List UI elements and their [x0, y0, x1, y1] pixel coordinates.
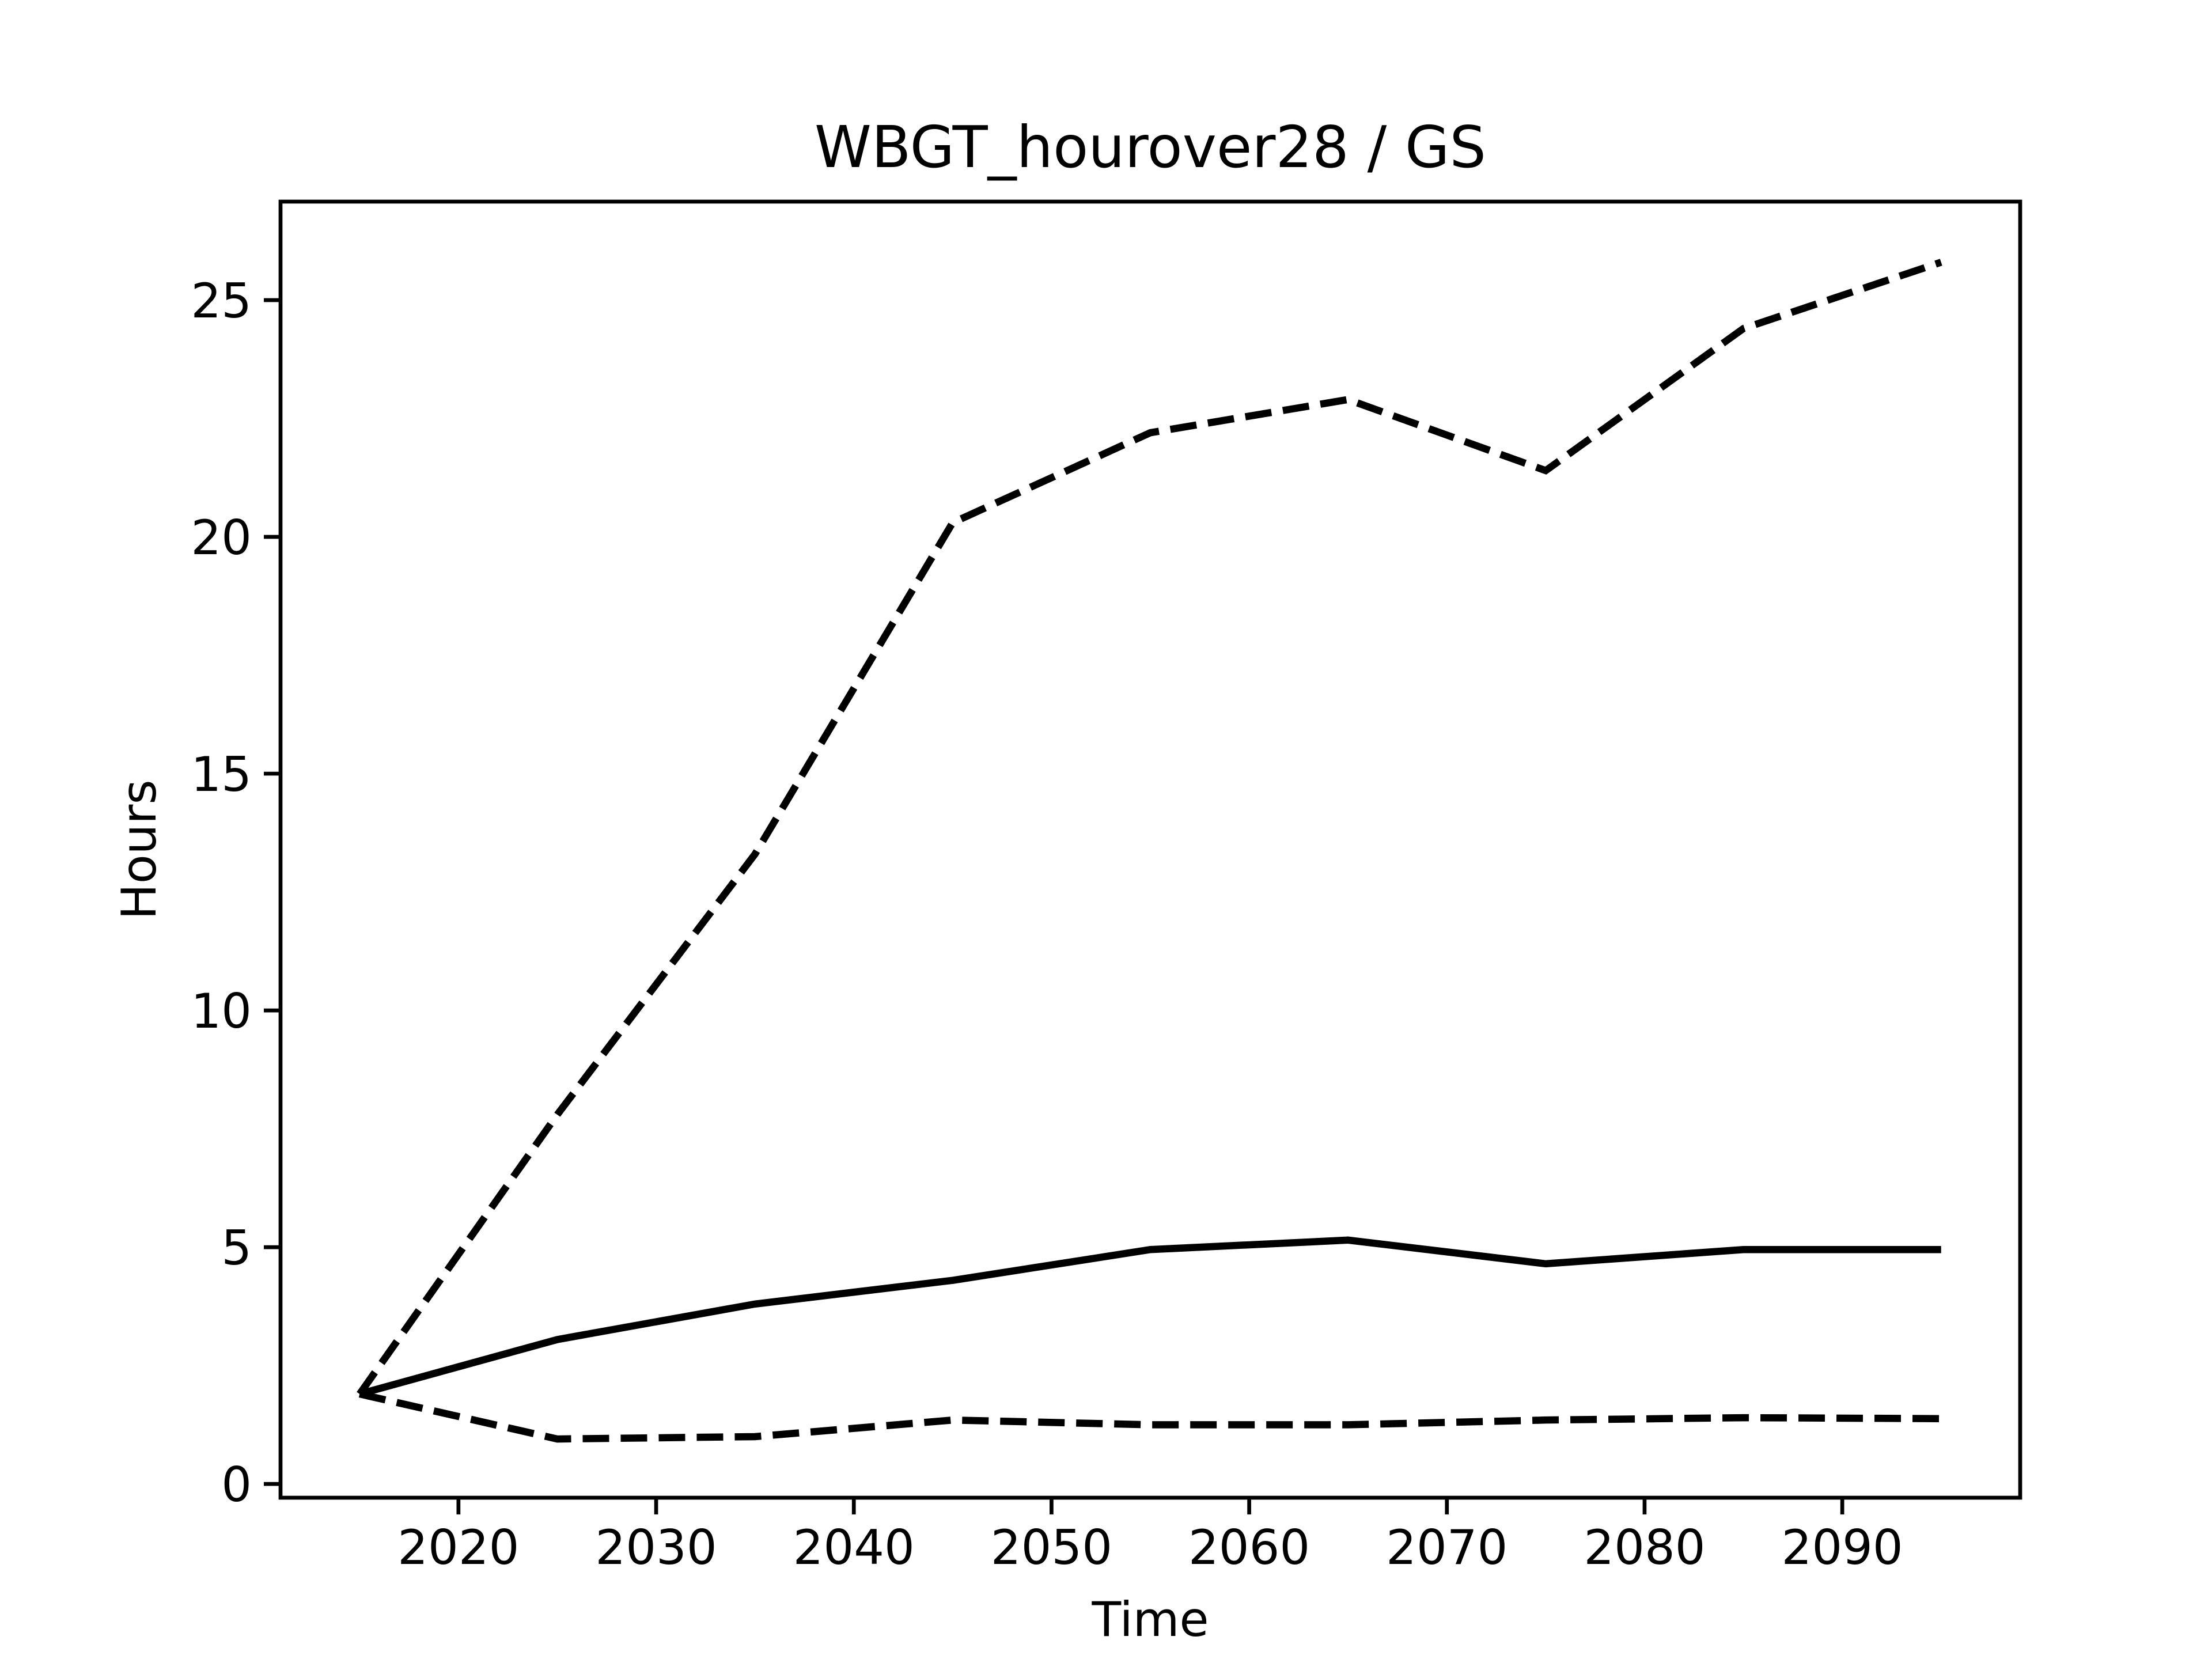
plot-frame [278, 199, 2022, 1500]
x-tick-label: 2040 [793, 1520, 915, 1575]
x-tick-label: 2030 [595, 1520, 717, 1575]
x-tick-label: 2020 [397, 1520, 519, 1575]
y-tick-label: 25 [191, 273, 252, 329]
chart-title: WBGT_hourover28 / GS [815, 113, 1486, 181]
y-tick-label: 20 [191, 510, 252, 566]
y-tick-label: 5 [221, 1220, 252, 1276]
x-tick-label: 2070 [1386, 1520, 1508, 1575]
series-line [357, 259, 1942, 1396]
y-tick-label: 0 [221, 1457, 252, 1513]
x-axis-label: Time [1091, 1592, 1209, 1647]
y-axis-label: Hours [111, 779, 167, 919]
series-line [358, 1236, 1941, 1397]
y-tick-label: 15 [191, 747, 252, 802]
x-tick-label: 2080 [1584, 1520, 1705, 1575]
x-tick-label: 2060 [1188, 1520, 1310, 1575]
y-tick-label: 10 [191, 983, 252, 1039]
x-tick-label: 2090 [1782, 1520, 1903, 1575]
x-tick-label: 2050 [991, 1520, 1112, 1575]
series-line [358, 1390, 1941, 1443]
